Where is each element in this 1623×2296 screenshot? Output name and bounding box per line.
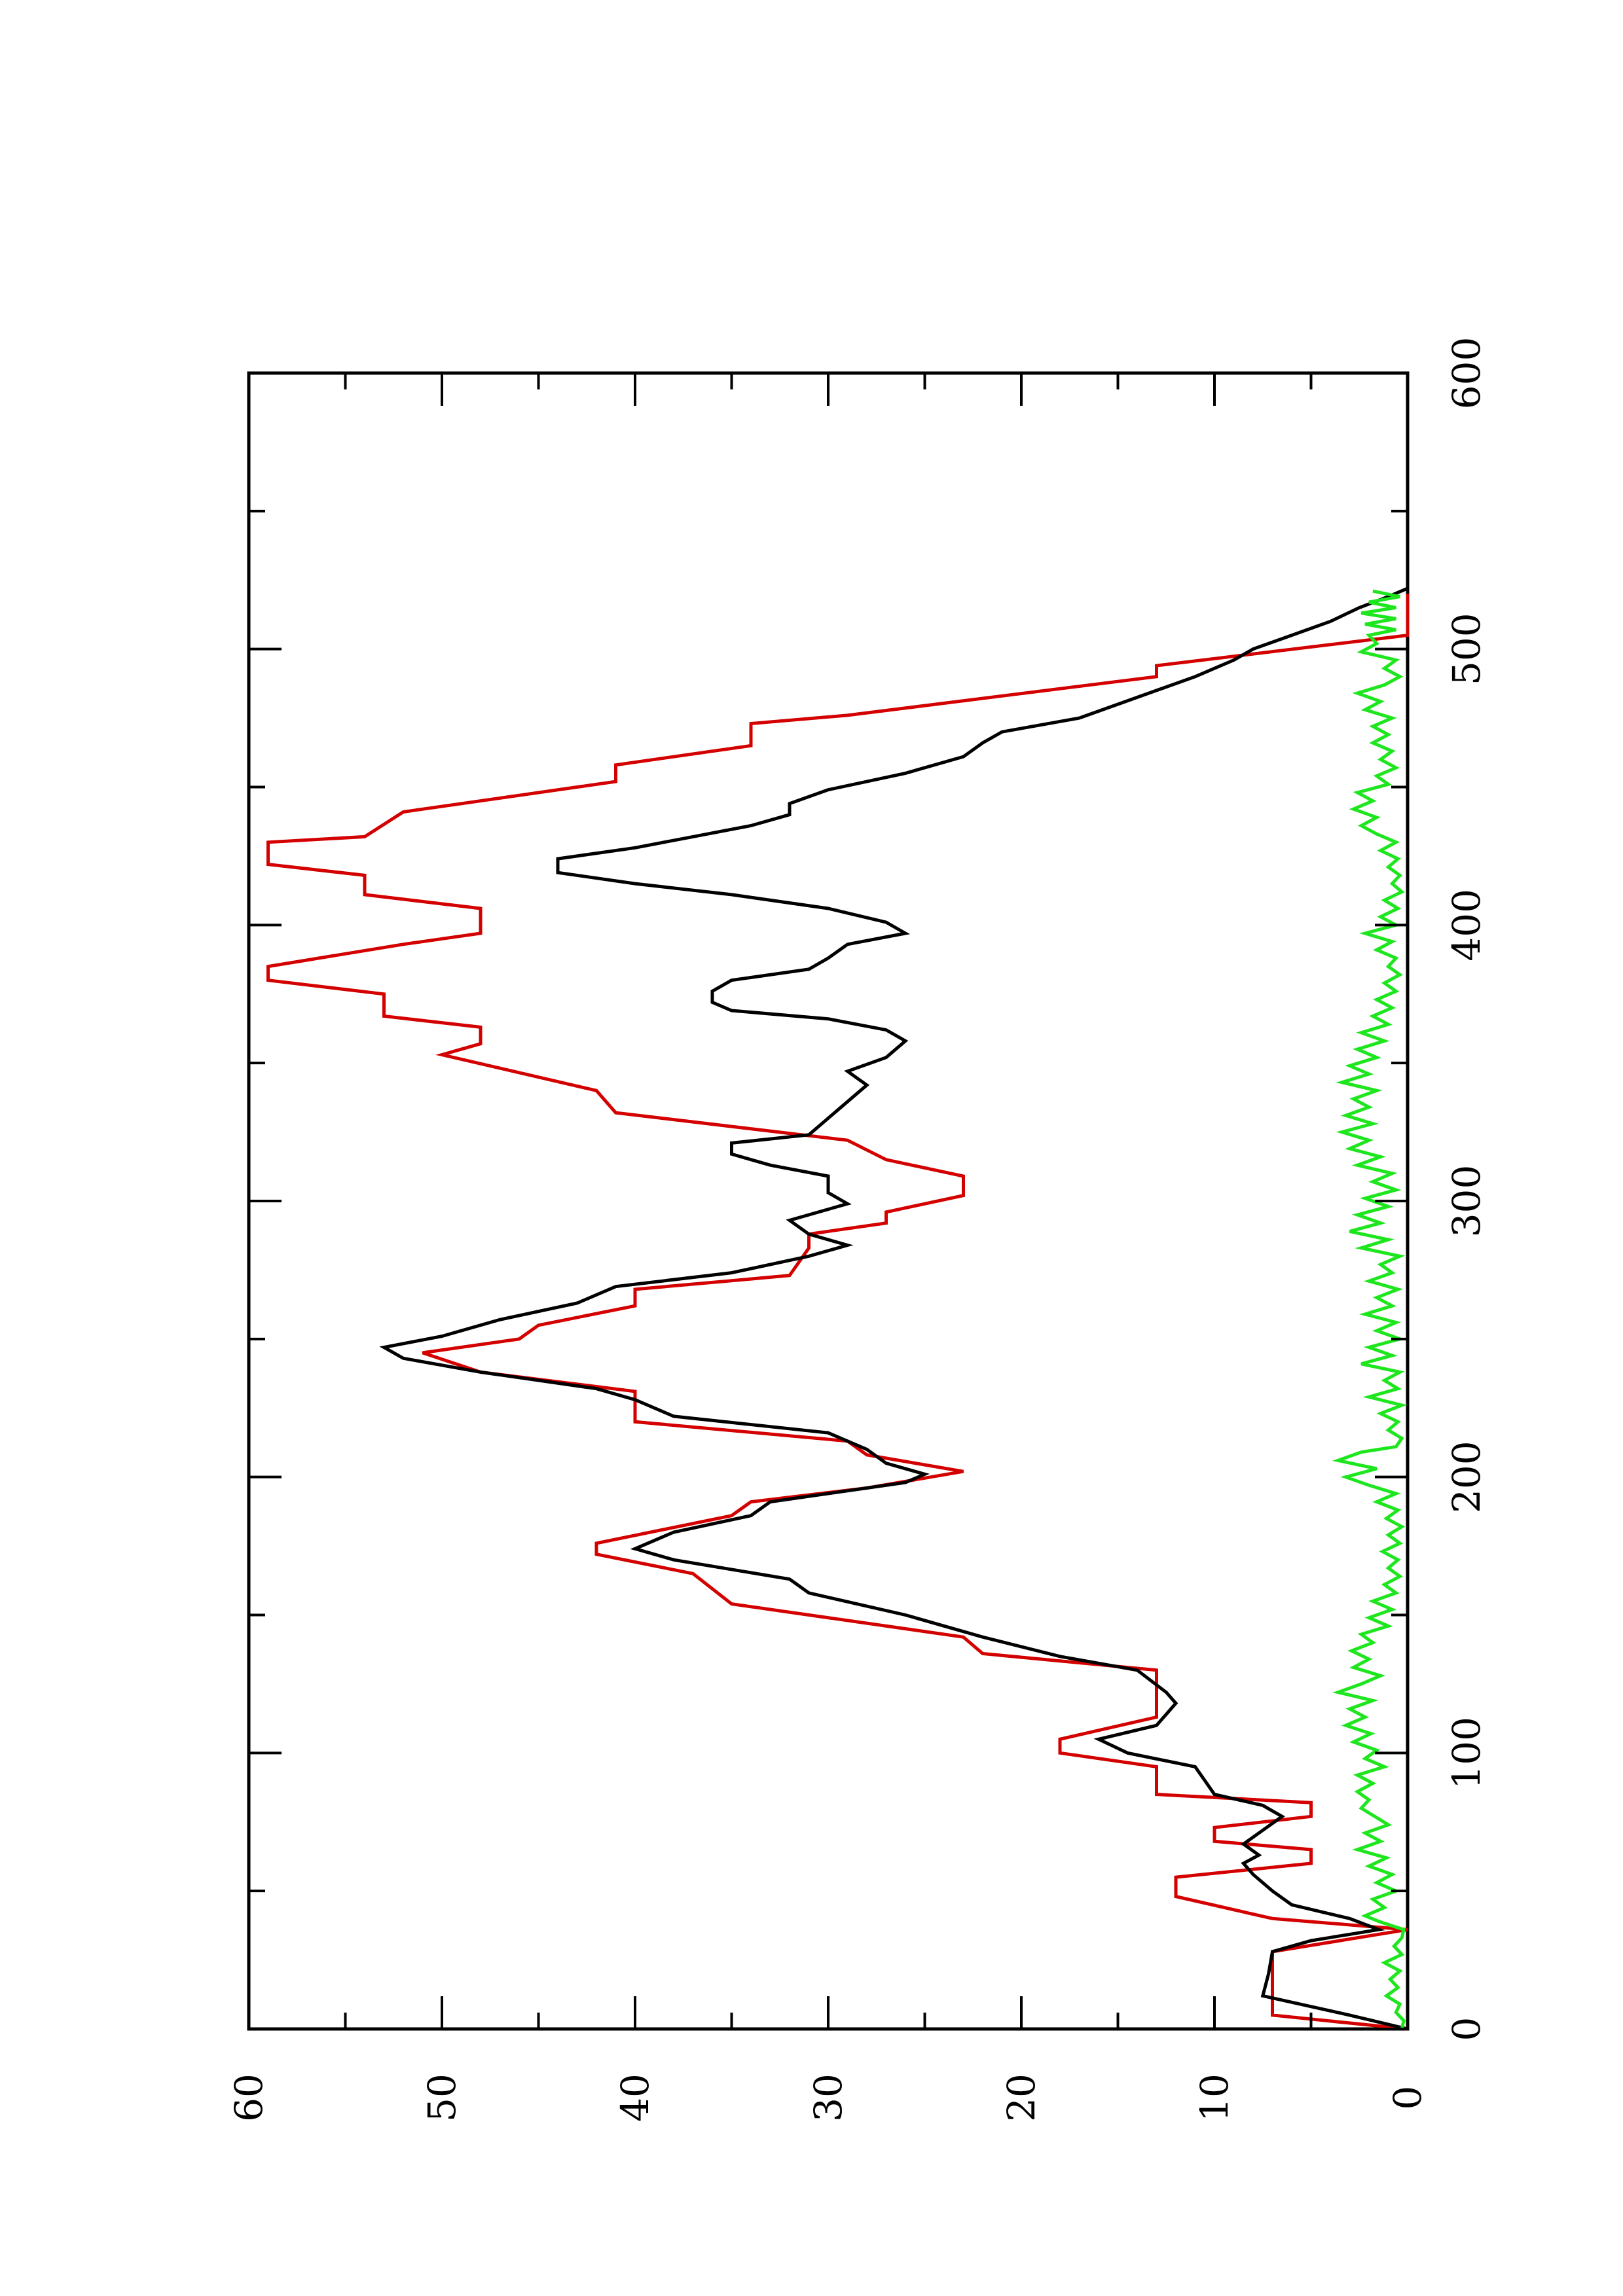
x-tick-label: 500	[1444, 613, 1489, 685]
series-line-2	[384, 588, 1408, 2029]
y-tick-label: 30	[806, 2073, 850, 2122]
tick-layer	[249, 373, 1408, 2029]
y-tick-label: 40	[613, 2073, 657, 2122]
x-tick-label: 400	[1444, 889, 1489, 961]
y-tick-label: 0	[1385, 2086, 1430, 2110]
series-layer	[268, 588, 1408, 2029]
plot-frame	[249, 373, 1408, 2029]
y-tick-label: 60	[227, 2073, 271, 2122]
y-tick-label: 10	[1192, 2073, 1237, 2122]
tick-label-layer: 0 100 200 300 400 500 600 0 10 20 30 40 50 60	[227, 337, 1489, 2122]
x-tick-label: 600	[1444, 337, 1489, 410]
series-line-1	[268, 594, 1408, 2029]
y-tick-label: 20	[999, 2073, 1044, 2122]
x-tick-label: 100	[1444, 1717, 1489, 1789]
y-tick-label: 50	[420, 2073, 464, 2122]
x-tick-label: 200	[1444, 1441, 1489, 1513]
x-tick-label: 0	[1444, 2017, 1489, 2041]
series-line-3	[1338, 591, 1404, 2029]
x-tick-label: 300	[1444, 1165, 1489, 1238]
plot-area: 0 100 200 300 400 500 600 0 10 20 30 40 50 60	[227, 337, 1489, 2122]
